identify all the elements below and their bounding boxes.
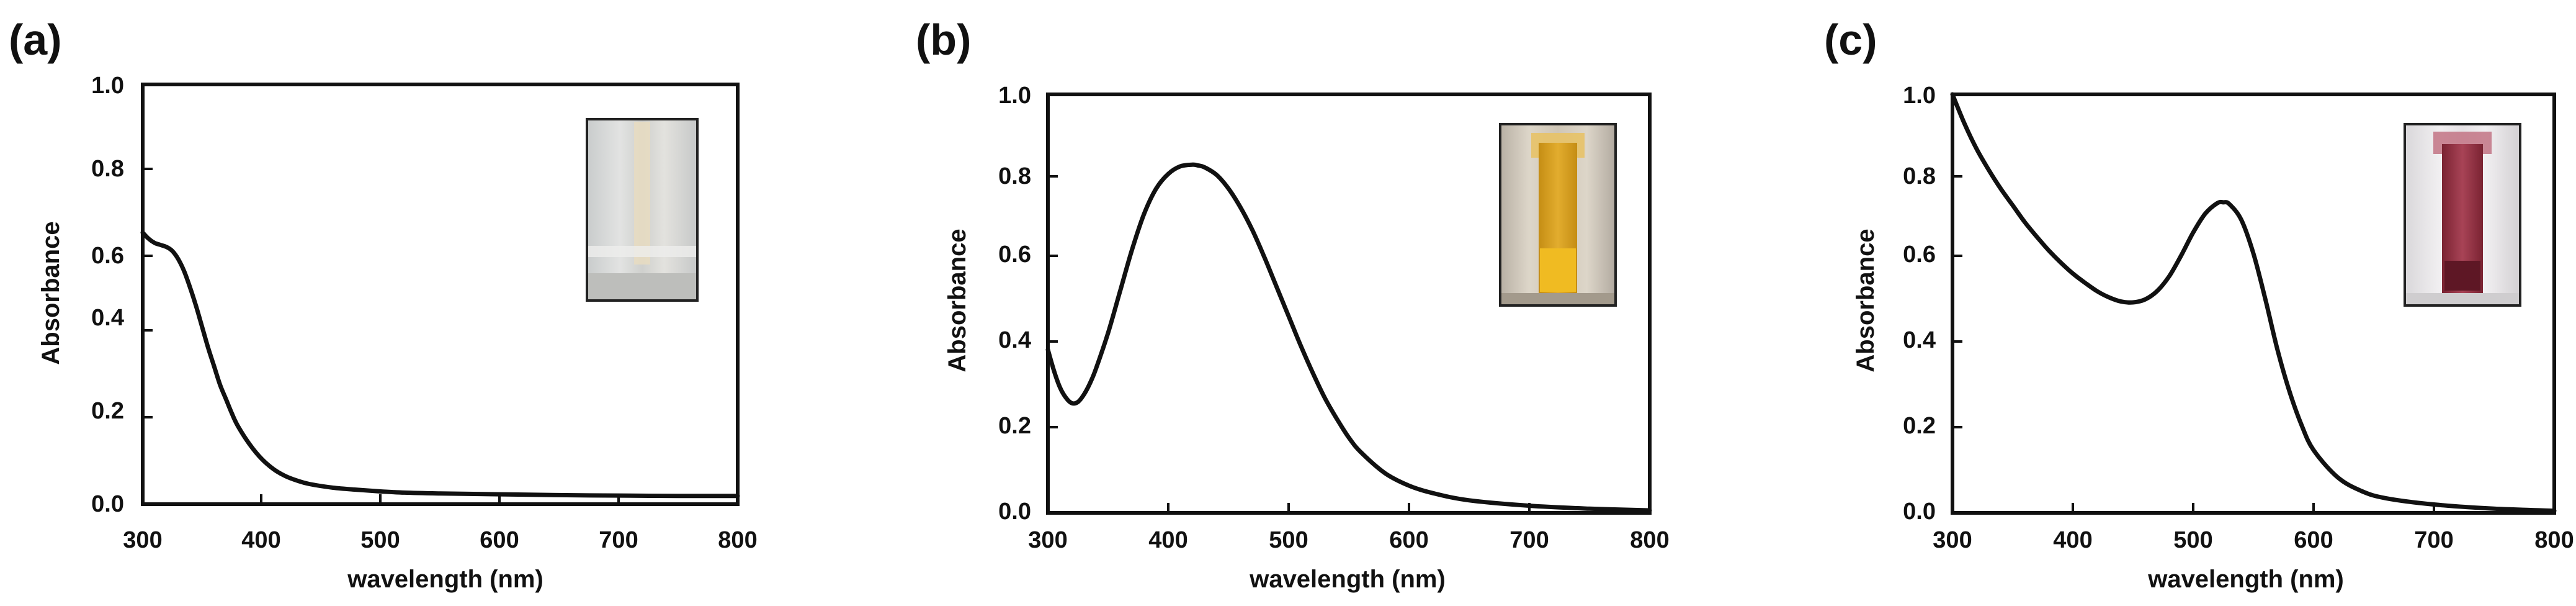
x-ticks-c: 300 400 500 600 700 800 <box>1933 527 2574 553</box>
y-tick-label-b-4: 0.8 <box>998 163 1031 189</box>
y-tick-label-a-4: 0.8 <box>91 156 124 182</box>
x-tick-label-b-600: 600 <box>1389 527 1428 553</box>
tick-marks-c <box>1952 175 2435 513</box>
x-axis-label-c: wavelength (nm) <box>2147 566 2344 593</box>
x-tick-label-a-800: 800 <box>718 527 757 553</box>
panel-a: (a) Absorbance wavelength (nm) 0.0 0.2 0… <box>9 16 758 593</box>
x-axis-label-b: wavelength (nm) <box>1249 566 1446 593</box>
y-tick-label-a-2: 0.4 <box>91 305 124 331</box>
cuvette-photo-inset-c <box>2404 123 2521 307</box>
y-tick-label-c-1: 0.2 <box>1903 413 1936 439</box>
x-tick-label-b-300: 300 <box>1028 527 1067 553</box>
y-ticks-b: 0.0 0.2 0.4 0.6 0.8 1.0 <box>998 83 1031 525</box>
y-tick-label-c-3: 0.6 <box>1903 242 1936 268</box>
panel-label-c: (c) <box>1824 16 1877 64</box>
plot-frame-c <box>1951 93 2556 515</box>
x-tick-label-c-700: 700 <box>2414 527 2453 553</box>
y-axis-label-a: Absorbance <box>37 221 65 364</box>
panel-c: (c) Absorbance wavelength (nm) 0.0 0.2 0… <box>1824 16 2574 593</box>
y-tick-label-a-0: 0.0 <box>91 491 124 517</box>
y-tick-label-b-5: 1.0 <box>998 83 1031 109</box>
x-tick-label-c-600: 600 <box>2294 527 2333 553</box>
y-tick-label-b-3: 0.6 <box>998 242 1031 268</box>
y-axis-label-c: Absorbance <box>1852 228 1879 372</box>
x-tick-label-a-300: 300 <box>123 527 162 553</box>
y-ticks-c: 0.0 0.2 0.4 0.6 0.8 1.0 <box>1903 83 1936 525</box>
y-tick-label-b-2: 0.4 <box>998 327 1031 353</box>
y-tick-label-c-5: 1.0 <box>1903 83 1936 109</box>
x-tick-label-c-800: 800 <box>2534 527 2574 553</box>
x-tick-label-b-400: 400 <box>1148 527 1187 553</box>
x-ticks-b: 300 400 500 600 700 800 <box>1028 527 1669 553</box>
x-tick-label-a-700: 700 <box>599 527 638 553</box>
x-axis-label-a: wavelength (nm) <box>347 566 543 593</box>
y-tick-label-c-2: 0.4 <box>1903 327 1936 353</box>
x-tick-label-c-300: 300 <box>1933 527 1972 553</box>
y-tick-label-c-0: 0.0 <box>1903 499 1936 525</box>
cuvette-photo-inset-a <box>586 118 699 302</box>
plot-frame-b <box>1046 93 1652 515</box>
cuvette-photo-inset-b <box>1499 123 1617 307</box>
tick-marks-a <box>143 83 620 505</box>
y-tick-label-b-1: 0.2 <box>998 413 1031 439</box>
x-tick-label-b-800: 800 <box>1630 527 1669 553</box>
y-tick-label-b-0: 0.0 <box>998 499 1031 525</box>
x-tick-label-a-600: 600 <box>480 527 519 553</box>
spectrum-line-c <box>1950 92 2557 513</box>
x-tick-label-b-700: 700 <box>1509 527 1549 553</box>
x-ticks-a: 300 400 500 600 700 800 <box>123 527 757 553</box>
tick-marks-b <box>1048 175 1531 513</box>
plot-frame-a <box>141 83 740 506</box>
panel-label-b: (b) <box>916 16 971 64</box>
x-tick-label-b-500: 500 <box>1269 527 1308 553</box>
panel-label-a: (a) <box>9 16 62 64</box>
y-axis-label-b: Absorbance <box>944 228 971 372</box>
x-tick-label-c-400: 400 <box>2053 527 2092 553</box>
y-tick-label-a-1: 0.2 <box>91 398 124 424</box>
y-ticks-a: 0.0 0.2 0.4 0.6 0.8 1.0 <box>91 73 124 517</box>
x-tick-label-a-500: 500 <box>360 527 400 553</box>
y-tick-label-c-4: 0.8 <box>1903 163 1936 189</box>
spectrum-line-b <box>1045 162 1652 513</box>
y-tick-label-a-3: 0.6 <box>91 243 124 269</box>
x-tick-label-c-500: 500 <box>2173 527 2212 553</box>
x-tick-label-a-400: 400 <box>241 527 280 553</box>
panel-b: (b) Absorbance wavelength (nm) 0.0 0.2 0… <box>916 16 1670 593</box>
spectrum-line-a <box>140 230 740 499</box>
y-tick-label-a-5: 1.0 <box>91 73 124 99</box>
